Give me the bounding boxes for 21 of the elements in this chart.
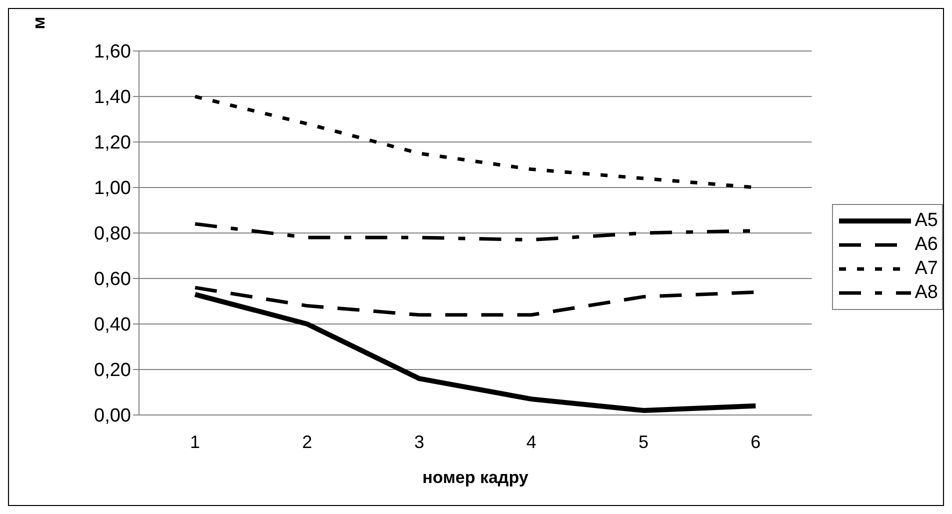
y-tick-label: 1,00 xyxy=(94,178,131,200)
y-axis-title: м xyxy=(30,16,48,30)
legend-label: A6 xyxy=(914,234,938,256)
x-tick-label: 6 xyxy=(750,432,761,452)
x-tick-label: 3 xyxy=(414,432,424,452)
x-axis-title: номер кадру xyxy=(422,468,529,487)
legend-label: A7 xyxy=(914,258,938,280)
legend-label: A5 xyxy=(914,210,938,232)
x-tick-label: 5 xyxy=(638,432,649,452)
y-tick-label: 1,60 xyxy=(94,42,131,63)
legend-label: A8 xyxy=(914,282,938,304)
y-tick-label: 0,60 xyxy=(94,269,131,290)
y-tick-label: 0,00 xyxy=(94,406,131,427)
x-tick-label: 4 xyxy=(526,432,536,452)
y-tick-label: 1,20 xyxy=(94,132,131,154)
x-tick-label: 1 xyxy=(190,432,200,452)
y-tick-label: 0,40 xyxy=(94,314,131,336)
x-tick-label: 2 xyxy=(302,432,312,452)
y-tick-label: 0,80 xyxy=(94,224,131,245)
y-tick-label: 1,40 xyxy=(94,87,131,108)
y-tick-label: 0,20 xyxy=(94,360,131,382)
